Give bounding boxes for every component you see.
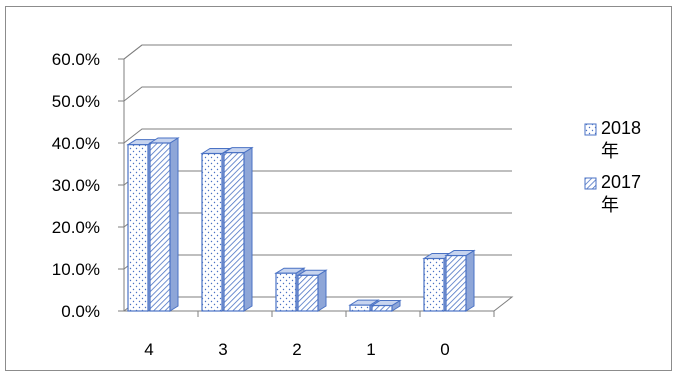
chart-area <box>5 6 672 371</box>
gridline <box>123 212 512 228</box>
x-tick-label: 1 <box>366 340 375 359</box>
y-tick-label: 0.0% <box>61 302 100 321</box>
bars <box>126 137 476 312</box>
bar-2017年-4 <box>148 137 180 312</box>
x-tick-label: 2 <box>292 340 301 359</box>
legend: 2018 年 2017 年 <box>584 118 641 215</box>
y-tick-label: 60.0% <box>52 50 100 69</box>
gridlines <box>123 44 512 270</box>
bar-2017年-2 <box>296 269 328 312</box>
gridline <box>123 128 512 144</box>
y-tick-label: 40.0% <box>52 134 100 153</box>
x-tick-label: 0 <box>440 340 449 359</box>
x-tick-label: 3 <box>218 340 227 359</box>
y-tick-label: 10.0% <box>52 260 100 279</box>
legend-label: 2017 年 <box>601 172 641 215</box>
gridline <box>123 44 512 60</box>
x-tick-label: 4 <box>144 340 153 359</box>
legend-swatch <box>584 123 597 136</box>
gridline <box>123 86 512 102</box>
tick-labels: 0.0% 10.0% 20.0% 30.0% 40.0% 50.0% 60.0% 4 3 2 1 0 <box>52 50 450 359</box>
legend-label: 2018 年 <box>601 118 641 161</box>
bar-2017年-3 <box>222 146 254 312</box>
y-tick-label: 30.0% <box>52 176 100 195</box>
legend-swatch <box>584 177 597 190</box>
y-tick-label: 20.0% <box>52 218 100 237</box>
gridline <box>123 170 512 186</box>
legend-item-2018年: 2018 年 <box>584 118 641 161</box>
legend-item-2017年: 2017 年 <box>584 172 641 215</box>
bar-2017年-0 <box>444 249 476 312</box>
y-tick-label: 50.0% <box>52 92 100 111</box>
y-axis-depth <box>123 44 143 60</box>
bar-2017年-1 <box>370 299 402 312</box>
